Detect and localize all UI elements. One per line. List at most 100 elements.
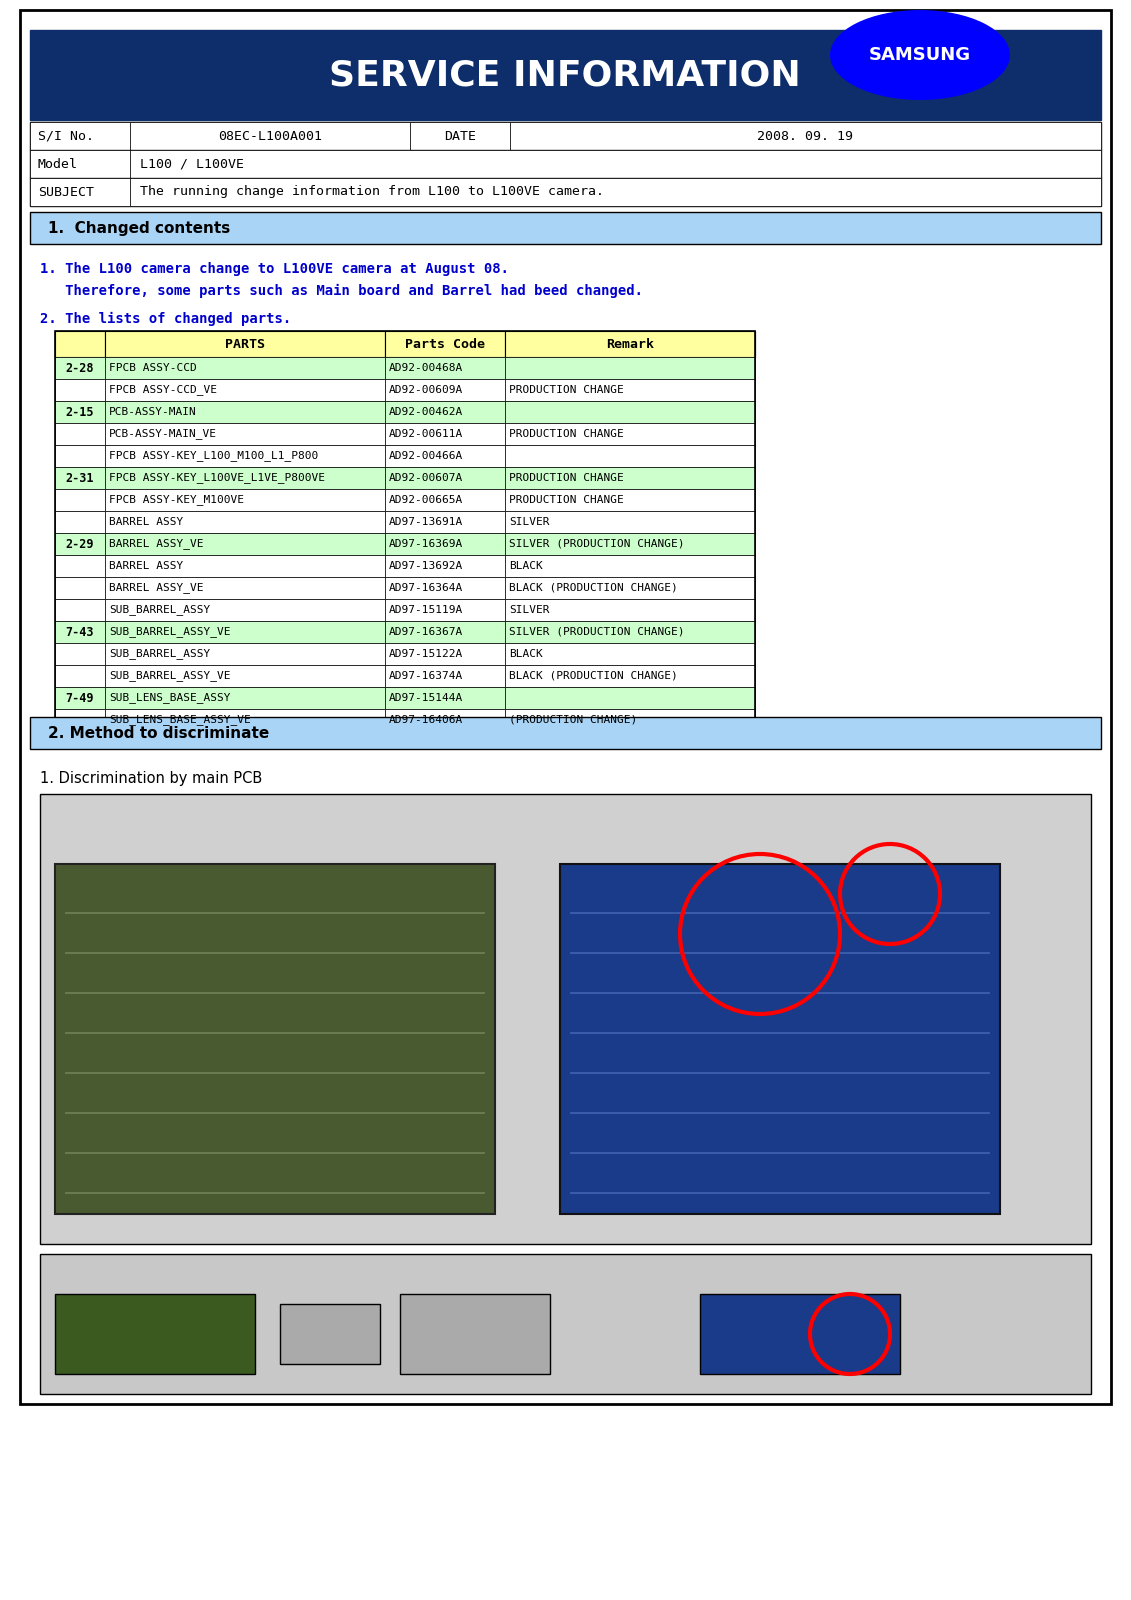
Bar: [570, 1032, 990, 1034]
Text: PCB-ASSY-MAIN_VE: PCB-ASSY-MAIN_VE: [109, 429, 217, 440]
Text: Therefore, some parts such as Main board and Barrel had beed changed.: Therefore, some parts such as Main board…: [40, 283, 644, 298]
Text: BARREL ASSY_VE: BARREL ASSY_VE: [109, 582, 204, 594]
Bar: [55, 379, 756, 402]
Bar: [385, 379, 506, 402]
Text: 2-15: 2-15: [66, 405, 94, 419]
Bar: [64, 952, 485, 954]
Text: L100 / L100VE: L100 / L100VE: [140, 157, 244, 171]
Text: FPCB ASSY-KEY_L100_M100_L1_P800: FPCB ASSY-KEY_L100_M100_L1_P800: [109, 451, 318, 461]
Bar: [105, 490, 385, 510]
Bar: [31, 150, 130, 178]
Text: BLACK: BLACK: [509, 650, 543, 659]
Text: AD97-16367A: AD97-16367A: [389, 627, 464, 637]
Bar: [55, 422, 756, 445]
Bar: [385, 445, 506, 467]
Text: 7-43: 7-43: [66, 626, 94, 638]
Bar: [105, 578, 385, 598]
Bar: [55, 422, 105, 445]
Bar: [506, 422, 756, 445]
Bar: [55, 578, 105, 598]
Text: SUBJECT: SUBJECT: [38, 186, 94, 198]
Text: SUB_LENS_BASE_ASSY: SUB_LENS_BASE_ASSY: [109, 693, 231, 704]
Text: FPCB ASSY-CCD_VE: FPCB ASSY-CCD_VE: [109, 384, 217, 395]
Text: SILVER (PRODUCTION CHANGE): SILVER (PRODUCTION CHANGE): [509, 627, 684, 637]
Text: S/I No.: S/I No.: [38, 130, 94, 142]
Text: AD97-13691A: AD97-13691A: [389, 517, 464, 526]
Text: AD92-00607A: AD92-00607A: [389, 474, 464, 483]
Bar: [506, 643, 756, 666]
Text: AD92-00611A: AD92-00611A: [389, 429, 464, 438]
Text: FPCB ASSY-KEY_L100VE_L1VE_P800VE: FPCB ASSY-KEY_L100VE_L1VE_P800VE: [109, 472, 325, 483]
Bar: [20, 10, 1111, 1405]
Bar: [40, 794, 1091, 1245]
Text: SUB_LENS_BASE_ASSY_VE: SUB_LENS_BASE_ASSY_VE: [109, 715, 251, 725]
Text: AD92-00466A: AD92-00466A: [389, 451, 464, 461]
Bar: [31, 717, 1100, 749]
Bar: [506, 490, 756, 510]
Bar: [570, 1112, 990, 1114]
Bar: [506, 709, 756, 731]
Bar: [385, 490, 506, 510]
Text: PRODUCTION CHANGE: PRODUCTION CHANGE: [509, 474, 624, 483]
Bar: [385, 666, 506, 686]
Text: 2-28: 2-28: [66, 362, 94, 374]
Bar: [105, 709, 385, 731]
Text: SILVER: SILVER: [509, 605, 550, 614]
Bar: [570, 952, 990, 954]
Bar: [105, 331, 385, 357]
Text: BLACK (PRODUCTION CHANGE): BLACK (PRODUCTION CHANGE): [509, 670, 677, 682]
Bar: [55, 402, 105, 422]
Text: AD92-00468A: AD92-00468A: [389, 363, 464, 373]
Text: Model: Model: [38, 157, 78, 171]
Bar: [385, 643, 506, 666]
Bar: [55, 533, 756, 555]
Text: 1. The L100 camera change to L100VE camera at August 08.: 1. The L100 camera change to L100VE came…: [40, 262, 509, 275]
Text: AD97-15122A: AD97-15122A: [389, 650, 464, 659]
Bar: [55, 467, 105, 490]
Bar: [385, 621, 506, 643]
Bar: [105, 598, 385, 621]
Bar: [55, 598, 105, 621]
Bar: [55, 1294, 254, 1374]
Bar: [130, 150, 1100, 178]
Ellipse shape: [830, 10, 1010, 99]
Bar: [570, 1072, 990, 1074]
Text: 2-31: 2-31: [66, 472, 94, 485]
Bar: [506, 467, 756, 490]
Text: 2. The lists of changed parts.: 2. The lists of changed parts.: [40, 312, 292, 326]
Bar: [385, 709, 506, 731]
Bar: [64, 1032, 485, 1034]
Bar: [105, 357, 385, 379]
Bar: [31, 122, 1100, 150]
Text: 2-29: 2-29: [66, 538, 94, 550]
Text: PRODUCTION CHANGE: PRODUCTION CHANGE: [509, 386, 624, 395]
Bar: [411, 122, 510, 150]
Bar: [31, 122, 130, 150]
Bar: [506, 578, 756, 598]
Bar: [105, 643, 385, 666]
Bar: [55, 621, 105, 643]
Bar: [55, 686, 756, 709]
Bar: [105, 402, 385, 422]
Bar: [385, 555, 506, 578]
Text: SERVICE INFORMATION: SERVICE INFORMATION: [329, 58, 801, 91]
Bar: [385, 598, 506, 621]
Text: BLACK (PRODUCTION CHANGE): BLACK (PRODUCTION CHANGE): [509, 582, 677, 594]
Text: BLACK: BLACK: [509, 562, 543, 571]
Bar: [700, 1294, 900, 1374]
Bar: [31, 178, 1100, 206]
Bar: [55, 533, 105, 555]
Bar: [506, 331, 756, 357]
Bar: [31, 211, 1100, 243]
Bar: [105, 686, 385, 709]
Text: PCB-ASSY-MAIN: PCB-ASSY-MAIN: [109, 406, 197, 418]
Bar: [55, 490, 105, 510]
Text: AD97-13692A: AD97-13692A: [389, 562, 464, 571]
Bar: [55, 357, 105, 379]
Bar: [130, 122, 411, 150]
Bar: [55, 510, 105, 533]
Bar: [55, 598, 756, 621]
Bar: [55, 402, 756, 422]
Bar: [55, 643, 756, 666]
Bar: [130, 178, 1100, 206]
